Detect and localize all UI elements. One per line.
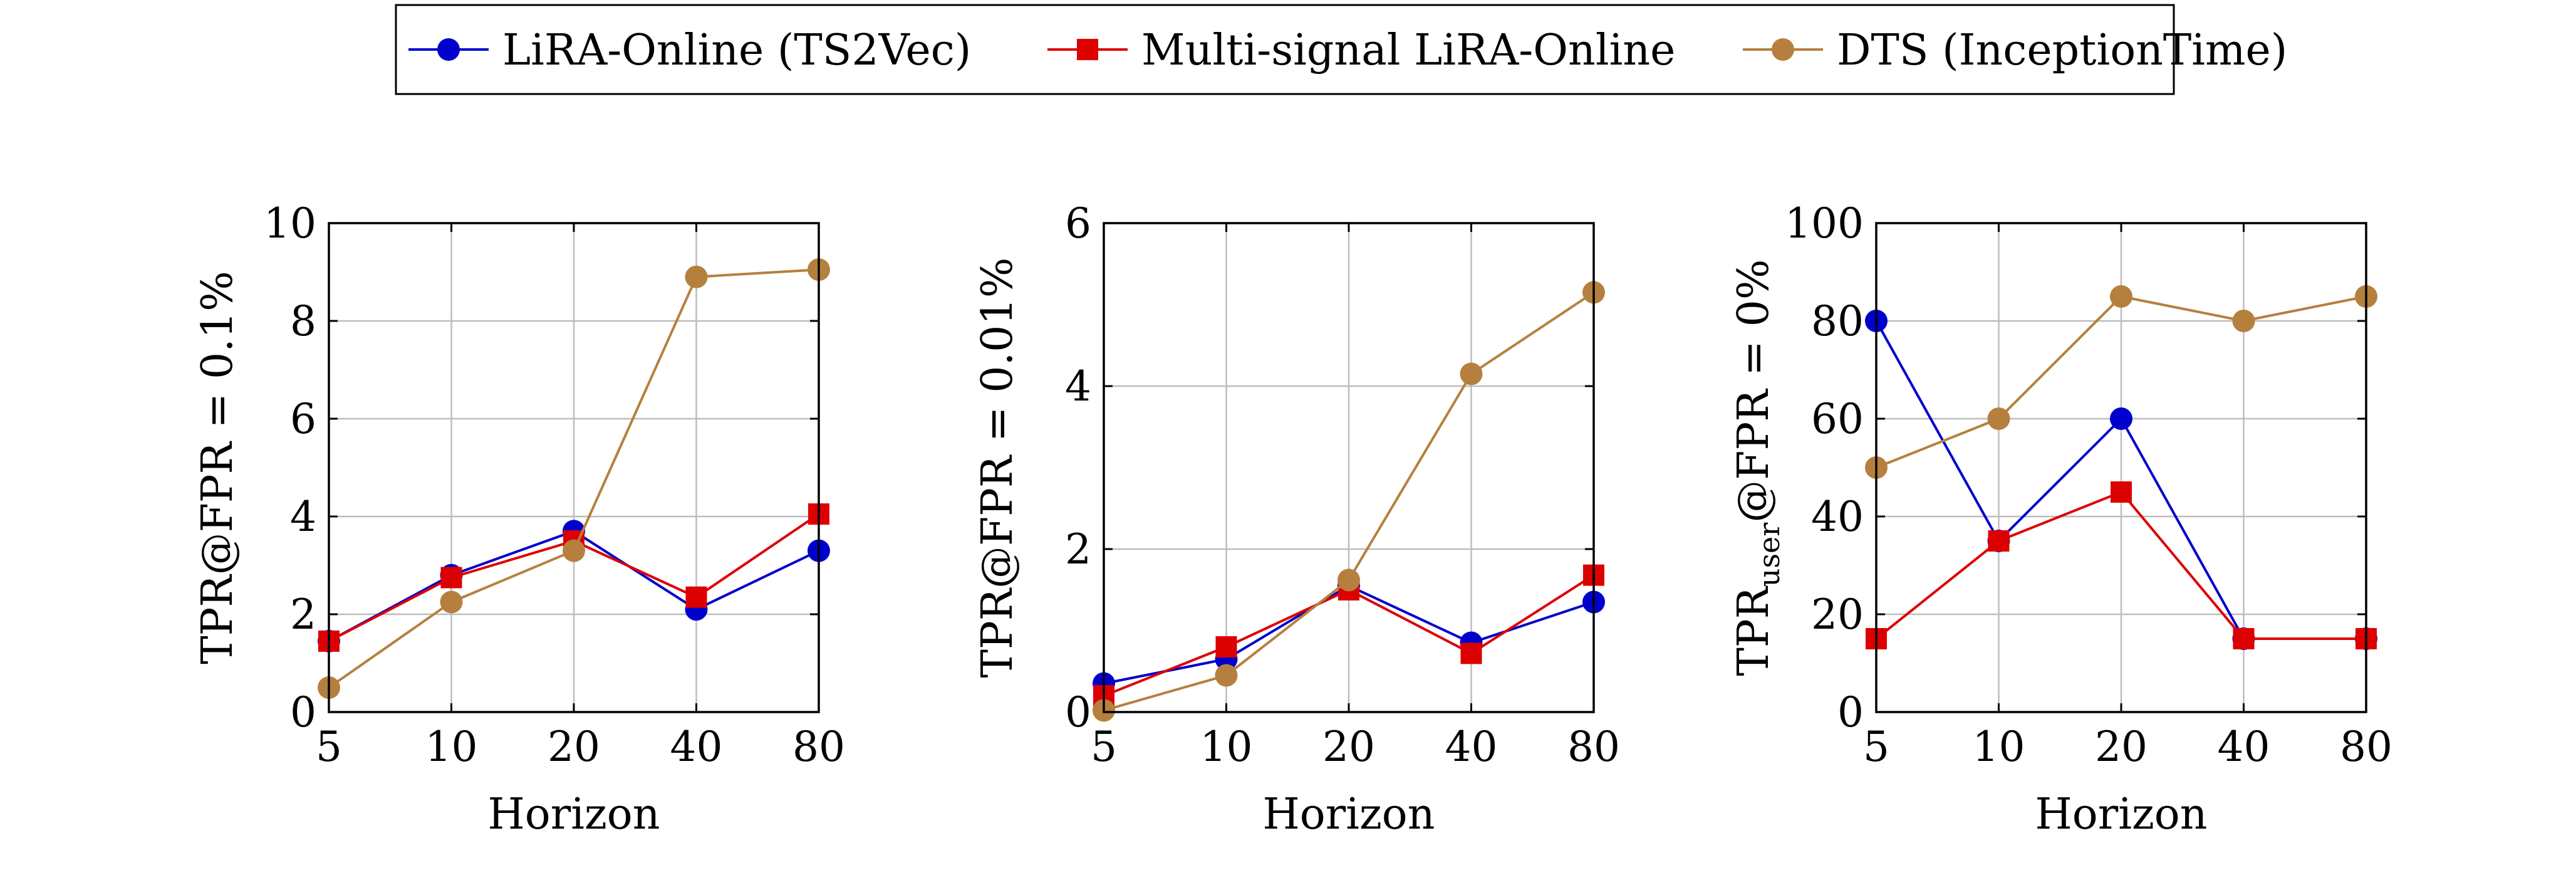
x-tick-label: 40 [2218,723,2270,771]
x-tick-label: 10 [425,723,478,771]
x-tick-label: 20 [2095,723,2148,771]
legend-label: DTS (InceptionTime) [1837,26,2287,75]
y-tick-label: 4 [290,493,316,541]
x-tick-label: 20 [1322,723,1375,771]
chart-panel: 5 10 20 40 80 0 2 4 6 Horizon TPR@FPR = 0.01% [973,199,1620,839]
y-tick-label: 100 [1785,199,1864,248]
chart-panel: 5 10 20 40 80 0 20 40 60 80 100 Horizon TPRuser@FPR … [1729,199,2392,839]
y-tick-label: 6 [1065,199,1091,248]
grid [1103,222,1595,713]
y-axis-label-subscript: user [1752,523,1786,587]
data-point [1460,362,1483,385]
grid [328,222,820,713]
legend-marker [437,38,460,61]
data-point [685,265,708,288]
y-axis-label: TPR@FPR = 0.01% [973,258,1022,678]
y-axis-label: TPR@FPR = 0.1% [193,271,242,664]
data-point [1987,407,2010,430]
plot-frame [1103,222,1595,713]
y-tick-label: 8 [290,297,316,345]
x-tick-label: 5 [1091,723,1117,771]
y-tick-label: 0 [1065,688,1091,736]
x-tick-label: 5 [1863,723,1889,771]
legend-item: DTS (InceptionTime) [1743,26,2287,75]
legend-marker [1772,38,1794,61]
y-tick-label: 40 [1811,493,1864,541]
data-point [1337,569,1360,592]
legend-marker [1077,39,1098,60]
x-tick-label: 40 [1445,723,1498,771]
y-tick-label: 10 [264,199,316,248]
y-tick-label: 80 [1811,297,1864,345]
y-tick-label: 60 [1811,395,1864,443]
data-point [440,567,462,589]
y-tick-label: 20 [1811,590,1864,639]
y-axis-label-main: TPR [1729,585,1779,676]
data-point [563,539,585,562]
x-tick-label: 80 [2340,723,2392,771]
y-tick-label: 0 [1837,688,1864,736]
x-tick-label: 80 [792,723,845,771]
y-axis-label-tail: @FPR = 0% [1729,259,1779,523]
x-axis-label: Horizon [2035,790,2207,839]
legend-item: LiRA-Online (TS2Vec) [408,26,971,75]
plot-frame [1875,222,2367,713]
x-tick-label: 80 [1567,723,1620,771]
series [1093,281,1605,722]
data-point [2110,407,2132,430]
data-point [440,590,463,614]
x-axis-label: Horizon [487,790,660,839]
x-tick-label: 5 [316,723,342,771]
x-axis-label: Horizon [1262,790,1435,839]
x-tick-label: 40 [670,723,723,771]
legend-label: LiRA-Online (TS2Vec) [502,26,971,75]
y-tick-label: 4 [1065,362,1091,411]
y-tick-label: 2 [290,590,316,639]
x-tick-label: 10 [1973,723,2025,771]
y-tick-label: 0 [290,688,316,736]
data-point [1215,664,1238,687]
y-axis-label: TPRuser@FPR = 0% [1729,259,1786,676]
data-point [2111,481,2132,503]
legend: LiRA-Online (TS2Vec) Multi-signal LiRA-On… [395,4,2287,95]
x-tick-label: 20 [548,723,600,771]
legend-label: Multi-signal LiRA-Online [1141,26,1675,75]
data-point [2233,628,2255,649]
data-point [1215,636,1237,658]
data-point [1460,642,1482,664]
legend-item: Multi-signal LiRA-Online [1047,26,1675,75]
data-point [2232,310,2255,332]
x-tick-label: 10 [1200,723,1253,771]
legend-box [395,4,2175,95]
data-point [685,586,707,608]
plot-frame [328,222,820,713]
y-tick-label: 6 [290,395,316,443]
data-point [2110,285,2132,308]
y-tick-label: 2 [1065,525,1091,574]
data-point [1988,530,2010,552]
